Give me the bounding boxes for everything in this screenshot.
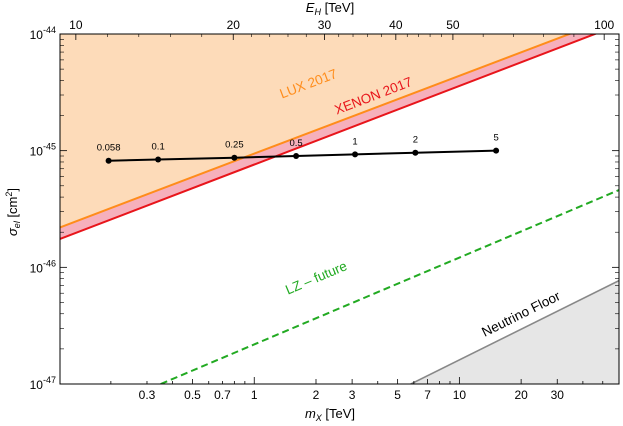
lz-future-line bbox=[160, 189, 619, 384]
x2-tick-label: 20 bbox=[227, 18, 241, 32]
xenon-2017-line bbox=[60, 34, 598, 240]
x-tick-label: 0.7 bbox=[214, 388, 231, 402]
x-axis-title: mX [TeV] bbox=[305, 406, 355, 423]
series-point bbox=[105, 157, 112, 164]
y-tick-label: 10-45 bbox=[30, 142, 56, 159]
series-point-label: 5 bbox=[493, 133, 498, 144]
series-point-label: 0.25 bbox=[225, 140, 244, 151]
series-point-label: 1 bbox=[352, 136, 357, 147]
lux-2017-line bbox=[60, 34, 573, 229]
lux-2017-excluded-region bbox=[60, 34, 619, 228]
series-point-label: 2 bbox=[413, 135, 418, 146]
y-axis-title: σel [cm2] bbox=[4, 188, 22, 236]
x-tick-label: 2 bbox=[313, 388, 320, 402]
y-tick-label: 10-44 bbox=[30, 25, 56, 42]
series-point-label: 0.058 bbox=[97, 143, 121, 154]
x-tick-label: 3 bbox=[349, 388, 356, 402]
series-point bbox=[155, 156, 162, 163]
series-point-label: 0.5 bbox=[290, 138, 303, 149]
x2-tick-label: 40 bbox=[389, 18, 403, 32]
x2-axis-title: EH [TeV] bbox=[306, 0, 354, 17]
neutrino-floor-line bbox=[410, 279, 619, 384]
lz-future-label: LZ – future bbox=[283, 258, 349, 297]
plot-frame-rect bbox=[59, 33, 620, 385]
x-tick-label: 0.5 bbox=[184, 388, 201, 402]
y-tick-label: 10-47 bbox=[30, 375, 56, 392]
x2-tick-label: 10 bbox=[69, 18, 83, 32]
x2-tick-label: 50 bbox=[446, 18, 460, 32]
x-tick-label: 1 bbox=[251, 388, 258, 402]
x-tick-label: 7 bbox=[424, 388, 431, 402]
x-tick-label: 0.3 bbox=[139, 388, 156, 402]
series-layer bbox=[105, 147, 500, 164]
series-point bbox=[231, 154, 238, 161]
series-point-label: 0.1 bbox=[152, 142, 165, 153]
series-point bbox=[412, 149, 419, 156]
x-tick-label: 5 bbox=[394, 388, 401, 402]
x2-tick-label: 30 bbox=[318, 18, 332, 32]
regions-layer bbox=[60, 34, 619, 384]
plot-frame bbox=[59, 33, 620, 385]
y-tick-label: 10-46 bbox=[30, 258, 56, 275]
series-point bbox=[293, 153, 300, 160]
series-point bbox=[352, 151, 359, 158]
x-tick-label: 10 bbox=[453, 388, 467, 402]
x-tick-label: 30 bbox=[551, 388, 565, 402]
x-tick-label: 20 bbox=[514, 388, 528, 402]
series-point bbox=[493, 147, 500, 154]
x2-tick-label: 100 bbox=[594, 18, 614, 32]
